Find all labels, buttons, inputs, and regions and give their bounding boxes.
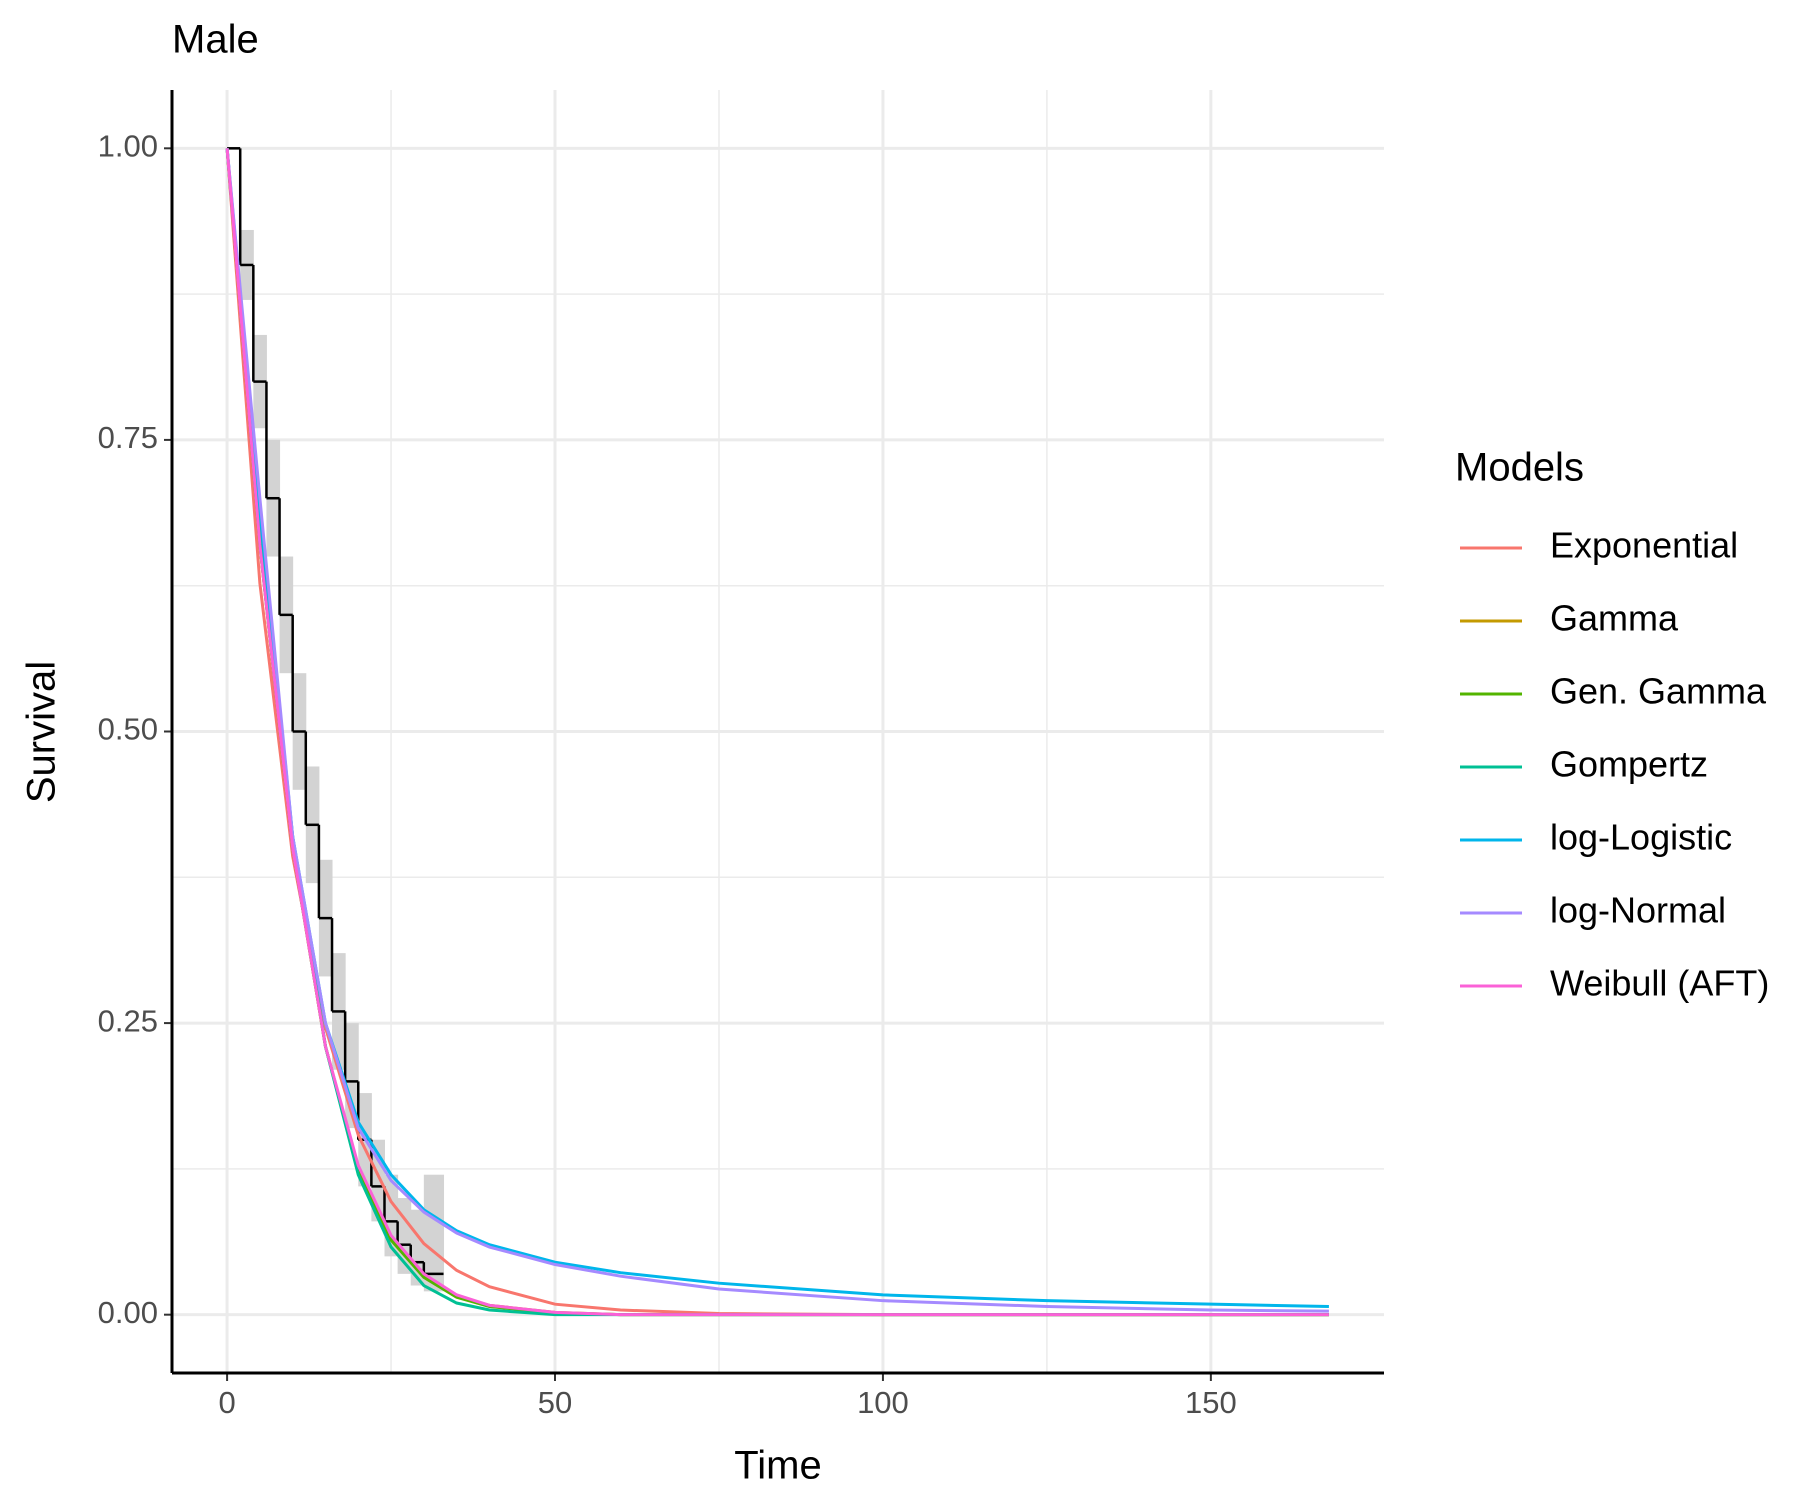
y-tick-label: 0.50 — [98, 712, 158, 747]
y-tick-label: 0.00 — [98, 1295, 158, 1330]
legend-label: log-Normal — [1550, 890, 1726, 931]
y-axis-label: Survival — [20, 661, 64, 803]
legend-label: Gamma — [1550, 598, 1679, 639]
legend-label: Gen. Gamma — [1550, 671, 1767, 712]
x-tick-label: 100 — [857, 1385, 909, 1420]
legend-label: Exponential — [1550, 525, 1738, 566]
model-curve — [225, 148, 1329, 1313]
x-tick-label: 0 — [218, 1385, 235, 1420]
model-curve — [225, 148, 1329, 1317]
y-tick-label: 0.75 — [98, 420, 158, 455]
chart-title: Male — [172, 18, 259, 62]
y-tick-label: 1.00 — [98, 129, 158, 164]
x-axis-label: Time — [734, 1444, 821, 1488]
km-confidence-band — [423, 1174, 445, 1292]
legend-title: Models — [1455, 446, 1584, 490]
model-curve — [225, 148, 1329, 1309]
y-tick-label: 0.25 — [98, 1003, 158, 1038]
legend-label: Gompertz — [1550, 744, 1708, 785]
x-tick-label: 50 — [538, 1385, 572, 1420]
legend-label: log-Logistic — [1550, 817, 1732, 858]
x-tick-label: 150 — [1185, 1385, 1237, 1420]
legend-label: Weibull (AFT) — [1550, 963, 1769, 1004]
